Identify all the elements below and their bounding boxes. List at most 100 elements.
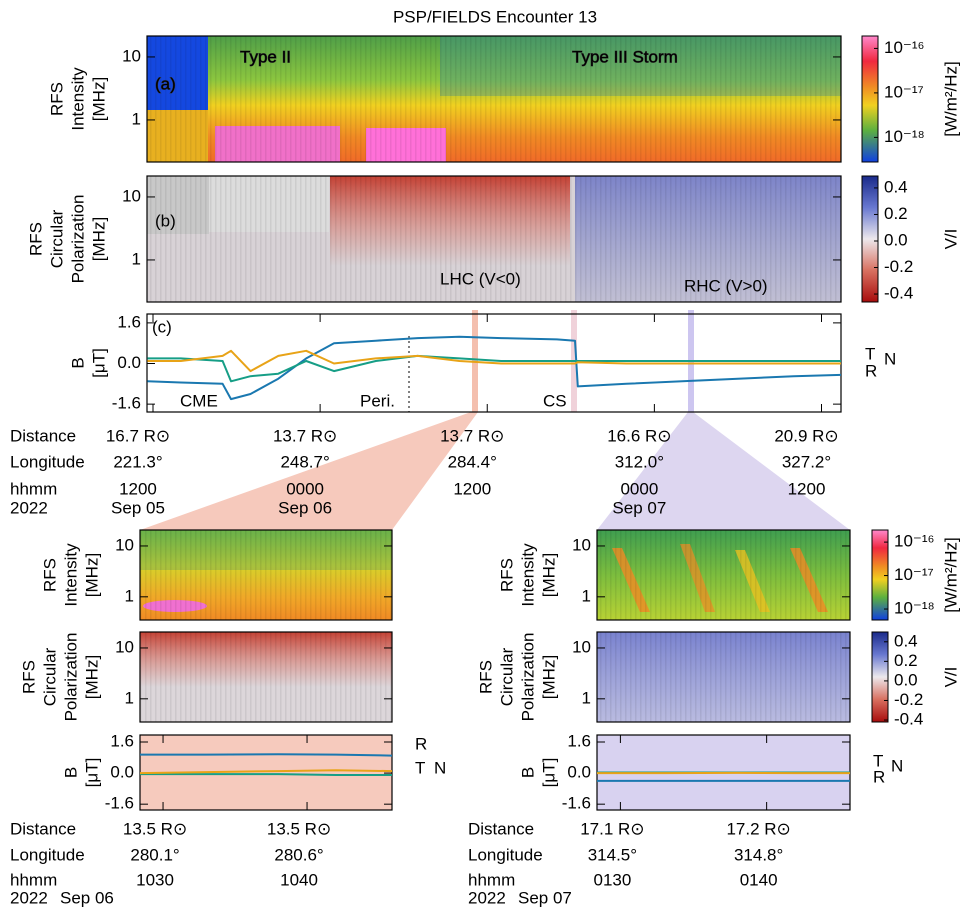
y-axis-title: [MHz] bbox=[82, 655, 101, 699]
x-tick-label: 1040 bbox=[280, 870, 318, 889]
x-row-label: 16.6 R⊙ bbox=[607, 426, 671, 445]
colorbar-tick-label: 0.4 bbox=[894, 631, 918, 650]
x-date-label: Sep 06 bbox=[60, 888, 114, 907]
y-tick-label: 1 bbox=[132, 249, 141, 268]
x-axis-title: hhmm bbox=[10, 479, 57, 498]
y-tick-label: 1.6 bbox=[110, 731, 134, 750]
y-tick-label: -1.6 bbox=[105, 794, 134, 813]
data-line bbox=[147, 356, 841, 381]
colorbar-tick-label: -0.2 bbox=[884, 257, 913, 276]
colorbar bbox=[872, 530, 888, 620]
y-tick-label: -1.6 bbox=[562, 794, 591, 813]
x-year-label: 2022 bbox=[10, 498, 48, 517]
y-tick-label: 1.6 bbox=[117, 312, 141, 331]
annotation: Type III Storm bbox=[572, 47, 678, 66]
x-row-title: Longitude bbox=[468, 845, 543, 864]
y-axis-title: Intensity bbox=[61, 543, 80, 607]
spectrogram-image bbox=[140, 632, 392, 722]
y-tick-label: 1 bbox=[582, 586, 591, 605]
x-year-label: 2022 bbox=[10, 888, 48, 907]
y-axis-title: B bbox=[68, 357, 87, 368]
x-row-label: 13.5 R⊙ bbox=[123, 819, 187, 838]
legend-label: T bbox=[415, 758, 425, 777]
legend-label: T bbox=[873, 751, 883, 770]
x-row-title: Distance bbox=[10, 819, 76, 838]
x-axis-title: hhmm bbox=[10, 870, 57, 889]
colorbar-title: V/I bbox=[941, 229, 960, 250]
x-tick-label: 0130 bbox=[593, 870, 631, 889]
y-axis-title: Intensity bbox=[68, 67, 87, 131]
y-axis-title: B bbox=[61, 767, 80, 778]
x-row-label: 221.3° bbox=[113, 452, 162, 471]
spectrogram-image bbox=[597, 632, 850, 722]
x-year-label: 2022 bbox=[468, 888, 506, 907]
colorbar-tick-label: 10⁻¹⁶ bbox=[884, 38, 925, 57]
x-tick-label: 1200 bbox=[788, 479, 826, 498]
y-axis-title: Polarization bbox=[68, 195, 87, 284]
x-tick-label: 1030 bbox=[136, 870, 174, 889]
annotation: (a) bbox=[155, 74, 176, 93]
y-tick-label: 0.0 bbox=[110, 763, 134, 782]
colorbar-tick-label: -0.2 bbox=[894, 690, 923, 709]
y-axis-title: Polarization bbox=[61, 633, 80, 722]
y-tick-label: 10 bbox=[572, 535, 591, 554]
y-axis-title: Polarization bbox=[518, 633, 537, 722]
x-row-label: 314.5° bbox=[588, 845, 637, 864]
x-row-label: 280.6° bbox=[274, 845, 323, 864]
annotation: RHC (V>0) bbox=[684, 276, 768, 295]
annotation: (b) bbox=[155, 211, 176, 230]
x-row-label: 327.2° bbox=[782, 452, 831, 471]
colorbar-tick-label: 0.4 bbox=[884, 177, 908, 196]
y-axis-title: [MHz] bbox=[89, 77, 108, 121]
spectrogram-image bbox=[597, 530, 850, 620]
colorbar-tick-label: -0.4 bbox=[884, 284, 913, 303]
y-tick-label: 10 bbox=[122, 46, 141, 65]
colorbar bbox=[862, 176, 878, 302]
y-tick-label: 1.6 bbox=[567, 731, 591, 750]
y-axis-title: RFS bbox=[476, 660, 495, 694]
y-axis-title: RFS bbox=[26, 222, 45, 256]
y-axis-title: Circular bbox=[497, 647, 516, 706]
colorbar-title: V/I bbox=[941, 667, 960, 688]
x-row-label: 13.7 R⊙ bbox=[273, 426, 337, 445]
y-axis-title: [MHz] bbox=[539, 655, 558, 699]
data-line bbox=[147, 337, 841, 399]
y-axis-title: RFS bbox=[497, 558, 516, 592]
colorbar-tick-label: 0.0 bbox=[894, 670, 918, 689]
x-row-title: Distance bbox=[10, 426, 76, 445]
y-axis-title: RFS bbox=[40, 558, 59, 592]
x-date-label: Sep 07 bbox=[612, 498, 666, 517]
x-axis-title: hhmm bbox=[468, 870, 515, 889]
y-tick-label: 1 bbox=[125, 586, 134, 605]
colorbar-tick-label: 0.2 bbox=[894, 651, 918, 670]
x-tick-label: 1200 bbox=[453, 479, 491, 498]
x-row-label: 16.7 R⊙ bbox=[106, 426, 170, 445]
y-tick-label: 10 bbox=[122, 186, 141, 205]
annotation: Type II bbox=[240, 47, 291, 66]
data-line bbox=[140, 774, 392, 775]
y-axis-title: [μT] bbox=[539, 758, 558, 788]
legend-label: N bbox=[434, 758, 446, 777]
x-row-label: 284.4° bbox=[448, 452, 497, 471]
y-tick-label: 1 bbox=[132, 109, 141, 128]
colorbar-tick-label: 0.2 bbox=[884, 204, 908, 223]
y-axis-title: [MHz] bbox=[539, 553, 558, 597]
annotation: CS bbox=[543, 391, 567, 410]
y-tick-label: 10 bbox=[572, 637, 591, 656]
x-row-label: 248.7° bbox=[280, 452, 329, 471]
y-axis-title: [MHz] bbox=[89, 217, 108, 261]
y-tick-label: 10 bbox=[115, 535, 134, 554]
annotation: CME bbox=[180, 391, 218, 410]
legend-label: T bbox=[865, 344, 875, 363]
spectrogram-image bbox=[140, 530, 392, 620]
y-tick-label: 0.0 bbox=[567, 763, 591, 782]
chart-title: PSP/FIELDS Encounter 13 bbox=[393, 7, 597, 26]
y-axis-title: [MHz] bbox=[82, 553, 101, 597]
y-tick-label: 1 bbox=[582, 688, 591, 707]
x-row-label: 280.1° bbox=[130, 845, 179, 864]
x-row-title: Distance bbox=[468, 819, 534, 838]
x-date-label: Sep 06 bbox=[278, 498, 332, 517]
x-tick-label: 0000 bbox=[286, 479, 324, 498]
y-axis-title: RFS bbox=[19, 660, 38, 694]
colorbar-tick-label: 10⁻¹⁷ bbox=[894, 565, 934, 584]
